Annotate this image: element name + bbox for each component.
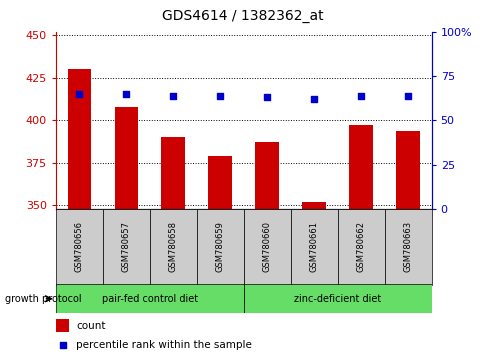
Text: GSM780657: GSM780657 [121,221,131,273]
Bar [208,156,231,209]
Text: GSM780659: GSM780659 [215,222,224,272]
Text: pair-fed control diet: pair-fed control diet [102,294,197,304]
Point [75,91,83,97]
Bar [67,69,91,209]
Bar [197,209,243,285]
Bar [348,125,372,209]
Bar [103,209,150,285]
Point [59,342,66,348]
Bar [395,131,419,209]
Point [404,93,411,98]
Text: GSM780662: GSM780662 [356,221,365,273]
Text: count: count [76,320,106,331]
Text: GSM780661: GSM780661 [309,221,318,273]
Text: zinc-deficient diet: zinc-deficient diet [293,294,380,304]
Bar [384,209,431,285]
Point [357,93,364,98]
Bar [56,319,69,332]
Bar [161,137,184,209]
Text: GSM780660: GSM780660 [262,221,271,273]
Text: growth protocol: growth protocol [5,294,81,304]
Text: GDS4614 / 1382362_at: GDS4614 / 1382362_at [161,9,323,23]
Point [169,93,177,98]
Bar [337,209,384,285]
Point [310,96,318,102]
Bar [56,209,103,285]
Bar [290,209,337,285]
Point [122,91,130,97]
Bar [243,209,290,285]
Bar [243,284,431,313]
Bar [114,107,138,209]
Text: GSM780658: GSM780658 [168,221,177,273]
Point [263,95,271,100]
Bar [255,143,278,209]
Text: GSM780656: GSM780656 [75,221,84,273]
Text: GSM780663: GSM780663 [403,221,412,273]
Bar [56,284,243,313]
Text: percentile rank within the sample: percentile rank within the sample [76,340,252,350]
Point [216,93,224,98]
Bar [150,209,197,285]
Bar [302,202,325,209]
